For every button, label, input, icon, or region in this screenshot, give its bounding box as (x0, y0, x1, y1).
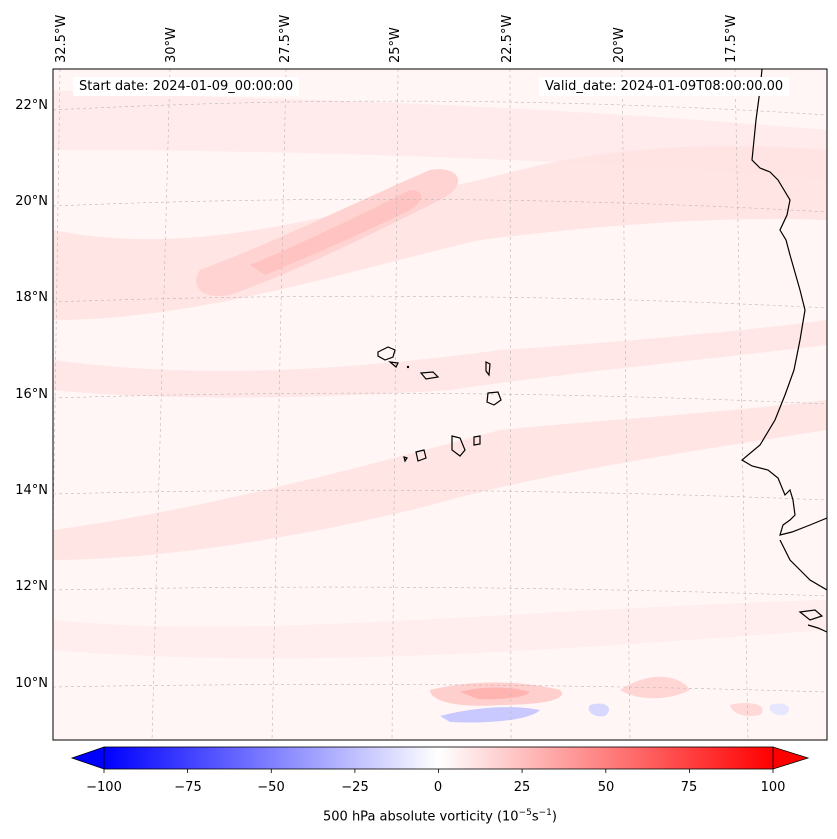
lon-label: 30°W (164, 27, 179, 63)
vorticity-field (53, 69, 827, 740)
colorbar-label: 500 hPa absolute vorticity (10−5s−1) (323, 808, 557, 825)
colorbar-ticks (103, 769, 774, 773)
lat-label: 22°N (15, 98, 48, 113)
graticule (53, 69, 827, 740)
lat-label: 20°N (15, 194, 48, 209)
colorbar-tick-label: −100 (86, 780, 122, 795)
lon-label: 32.5°W (54, 14, 69, 63)
colorbar-tick-label: 50 (597, 780, 615, 795)
colorbar-tick-label: −25 (341, 780, 369, 795)
lon-label: 22.5°W (500, 14, 515, 63)
lat-label: 16°N (15, 387, 48, 402)
start-date-label: Start date: 2024-01-09_00:00:00 (73, 77, 300, 96)
colorbar-tick-label: 75 (680, 780, 698, 795)
islet-marker (406, 365, 410, 369)
colorbar-tick-label: −50 (257, 780, 285, 795)
lon-label: 27.5°W (278, 14, 293, 63)
valid-date-label: Valid_date: 2024-01-09T08:00:00.00 (539, 77, 790, 96)
map-frame (52, 68, 828, 741)
colorbar-tick-label: 0 (433, 780, 443, 795)
colorbar-tick-label: 100 (760, 780, 786, 795)
colorbar (70, 746, 810, 773)
colorbar-extend-min (70, 746, 105, 770)
colorbar-tick-label: −75 (174, 780, 202, 795)
lat-label: 18°N (15, 290, 48, 305)
coastline (740, 69, 827, 633)
lat-label: 12°N (15, 579, 48, 594)
colorbar-tick-label: 25 (513, 780, 531, 795)
lat-label: 10°N (15, 676, 48, 691)
lon-label: 25°W (388, 27, 403, 63)
colorbar-extend-max (772, 746, 810, 770)
cape-verde-islands (377, 346, 502, 463)
colorbar-gradient (103, 746, 774, 770)
lon-label: 17.5°W (724, 14, 739, 63)
lat-label: 14°N (15, 483, 48, 498)
lon-label: 20°W (612, 27, 627, 63)
